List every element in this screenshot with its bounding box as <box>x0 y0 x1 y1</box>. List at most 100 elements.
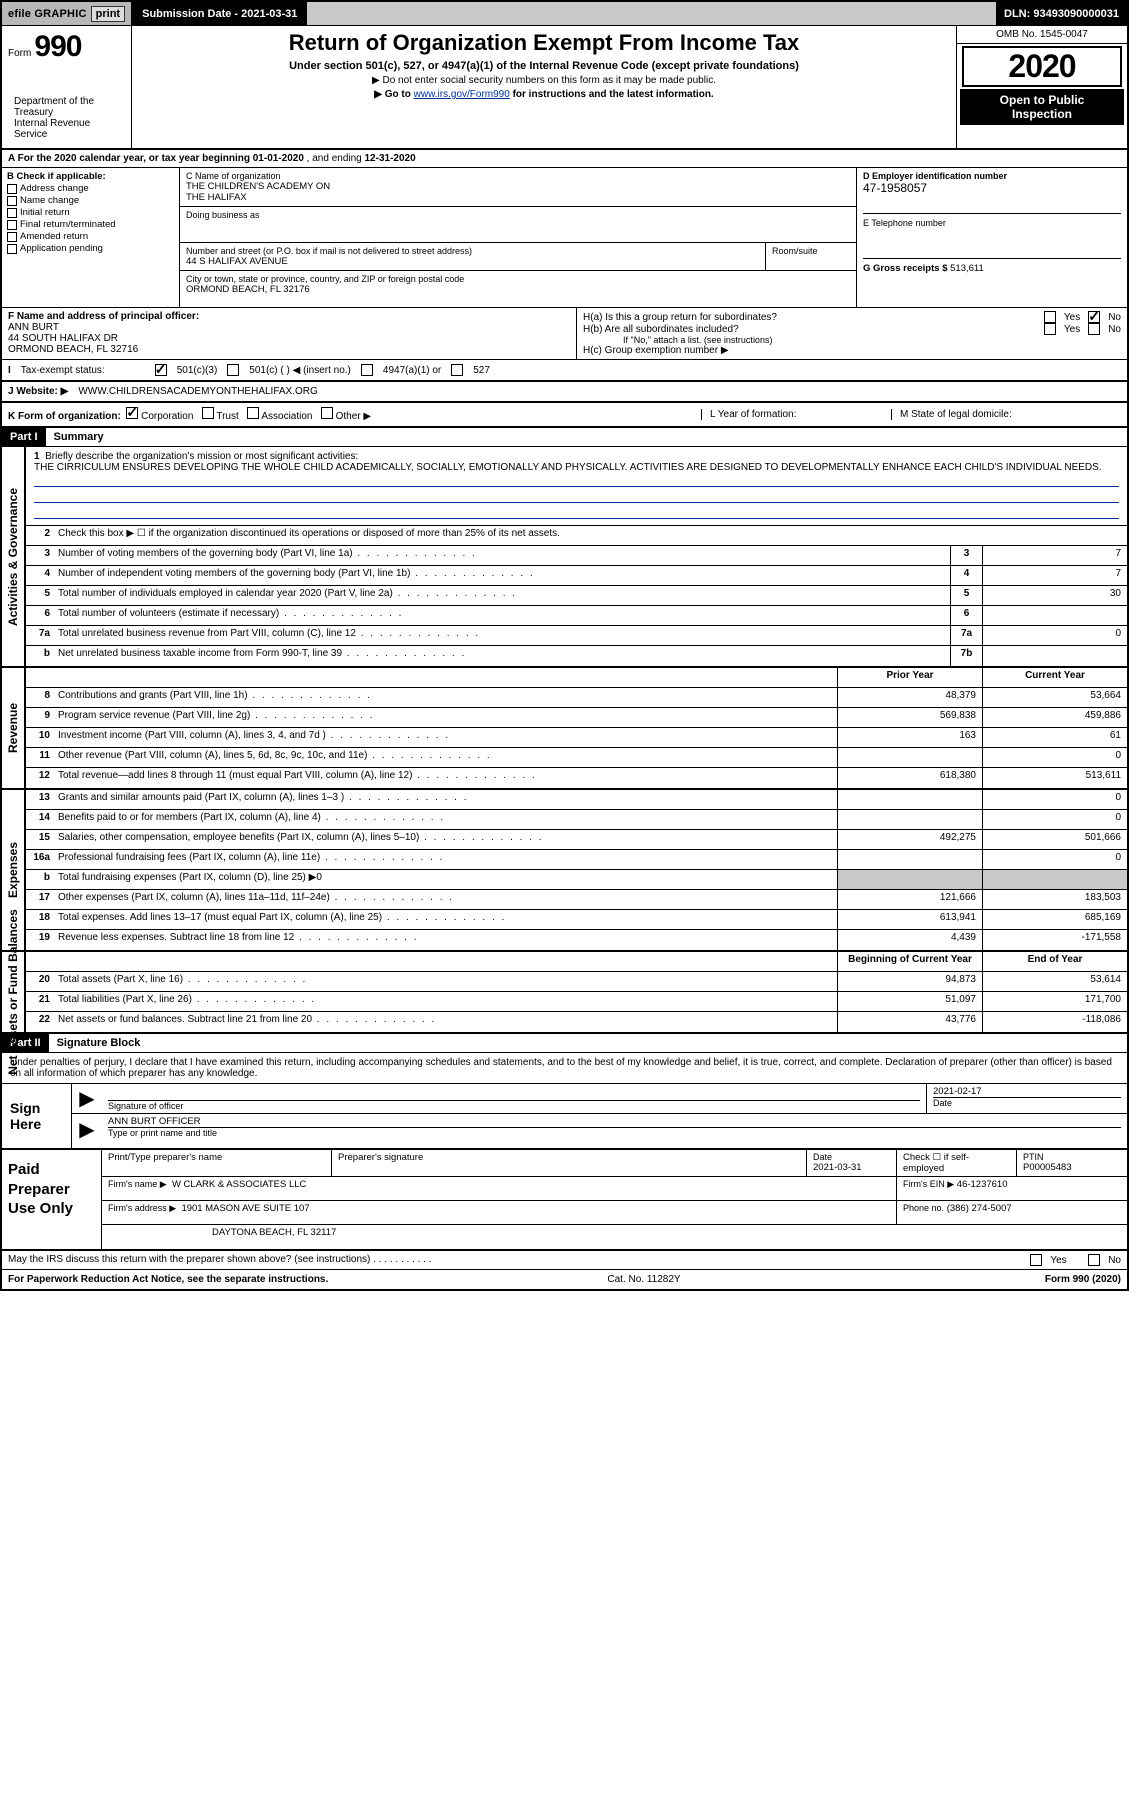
officer-addr1: 44 SOUTH HALIFAX DR <box>8 333 570 344</box>
line-4: 4 Number of independent voting members o… <box>26 566 1127 586</box>
ein-value: 47-1958057 <box>863 181 1121 195</box>
self-employed-check[interactable]: Check ☐ if self-employed <box>897 1150 1017 1176</box>
cb-final-return[interactable]: Final return/terminated <box>7 219 174 230</box>
501c3-check[interactable] <box>155 364 167 376</box>
cb-name-change[interactable]: Name change <box>7 195 174 206</box>
row-h-group: H(a) Is this a group return for subordin… <box>577 308 1127 359</box>
line-b: b Total fundraising expenses (Part IX, c… <box>26 870 1127 890</box>
dln: DLN: 93493090000031 <box>996 2 1127 25</box>
form-title-block: Return of Organization Exempt From Incom… <box>132 26 957 148</box>
line-22: 22 Net assets or fund balances. Subtract… <box>26 1012 1127 1032</box>
row-i-tax-exempt: I Tax-exempt status: 501(c)(3) 501(c) ( … <box>2 360 1127 382</box>
form-header: Form 990 Department of the Treasury Inte… <box>2 26 1127 150</box>
omb-number: OMB No. 1545-0047 <box>957 26 1127 44</box>
ha-no[interactable] <box>1088 311 1100 323</box>
cb-initial-return[interactable]: Initial return <box>7 207 174 218</box>
officer-name: ANN BURT <box>8 322 570 333</box>
k-trust[interactable] <box>202 407 214 419</box>
paperwork-notice: For Paperwork Reduction Act Notice, see … <box>8 1274 485 1285</box>
dept-treasury: Department of the Treasury <box>14 96 119 118</box>
form-number-block: Form 990 Department of the Treasury Inte… <box>2 26 132 148</box>
hb-yes[interactable] <box>1044 323 1056 335</box>
city-cell: City or town, state or province, country… <box>180 271 856 307</box>
527-check[interactable] <box>451 364 463 376</box>
activities-governance-section: Activities & Governance 1 Briefly descri… <box>2 447 1127 668</box>
4947-check[interactable] <box>361 364 373 376</box>
col-b-checkboxes: B Check if applicable: Address change Na… <box>2 168 180 307</box>
form-prefix: Form <box>8 48 31 59</box>
submission-date: Submission Date - 2021-03-31 <box>132 2 307 25</box>
line-13: 13 Grants and similar amounts paid (Part… <box>26 790 1127 810</box>
ha-yes[interactable] <box>1044 311 1056 323</box>
cat-no: Cat. No. 11282Y <box>485 1274 803 1285</box>
line-19: 19 Revenue less expenses. Subtract line … <box>26 930 1127 950</box>
row-j-website: J Website: ▶ WWW.CHILDRENSACADEMYONTHEHA… <box>2 382 1127 403</box>
print-link[interactable]: print <box>91 6 125 22</box>
hb-no[interactable] <box>1088 323 1100 335</box>
line-9: 9 Program service revenue (Part VIII, li… <box>26 708 1127 728</box>
line-5: 5 Total number of individuals employed i… <box>26 586 1127 606</box>
dept-irs: Internal Revenue Service <box>14 118 119 140</box>
line-6: 6 Total number of volunteers (estimate i… <box>26 606 1127 626</box>
k-other[interactable] <box>321 407 333 419</box>
form-990-page: efile GRAPHIC print Submission Date - 20… <box>0 0 1129 1291</box>
501c-check[interactable] <box>227 364 239 376</box>
efile-graphic-print[interactable]: efile GRAPHIC print <box>2 2 132 25</box>
revenue-section: Revenue Prior Year Current Year 8 Contri… <box>2 668 1127 790</box>
row-f-officer: F Name and address of principal officer:… <box>2 308 577 359</box>
irs-link[interactable]: www.irs.gov/Form990 <box>414 89 510 100</box>
k-corp[interactable] <box>126 407 138 419</box>
prior-year-head: Prior Year <box>837 668 982 687</box>
sign-here-label: Sign Here <box>2 1084 72 1148</box>
discuss-yes[interactable] <box>1030 1254 1042 1266</box>
cb-application-pending[interactable]: Application pending <box>7 243 174 254</box>
form-subtitle: Under section 501(c), 527, or 4947(a)(1)… <box>140 60 948 72</box>
officer-group-block: F Name and address of principal officer:… <box>2 308 1127 360</box>
form-year-block: OMB No. 1545-0047 2020 Open to Public In… <box>957 26 1127 148</box>
line-15: 15 Salaries, other compensation, employe… <box>26 830 1127 850</box>
line-3: 3 Number of voting members of the govern… <box>26 546 1127 566</box>
discuss-no[interactable] <box>1088 1254 1100 1266</box>
tax-year: 2020 <box>962 46 1122 87</box>
open-to-public: Open to Public Inspection <box>960 89 1124 125</box>
row-m-state: M State of legal domicile: <box>891 409 1121 420</box>
col-b-label: B Check if applicable: <box>7 171 174 182</box>
netassets-header-row: Beginning of Current Year End of Year <box>26 952 1127 972</box>
prep-name-label: Print/Type preparer's name <box>102 1150 332 1176</box>
part-1-header: Part I Summary <box>2 428 1127 447</box>
part-2-header: Part II Signature Block <box>2 1034 1127 1053</box>
sign-date: 2021-02-17 <box>933 1086 1121 1097</box>
form-title: Return of Organization Exempt From Incom… <box>140 30 948 56</box>
current-year-head: Current Year <box>982 668 1127 687</box>
ptin-value: P00005483 <box>1023 1162 1121 1173</box>
row-k-form-org: K Form of organization: Corporation Trus… <box>2 403 1127 428</box>
officer-addr2: ORMOND BEACH, FL 32716 <box>8 344 570 355</box>
signature-intro: Under penalties of perjury, I declare th… <box>2 1053 1127 1084</box>
line-18: 18 Total expenses. Add lines 13–17 (must… <box>26 910 1127 930</box>
line-2-discontinued: 2 Check this box ▶ ☐ if the organization… <box>26 526 1127 546</box>
street-addr: 44 S HALIFAX AVENUE <box>186 256 759 267</box>
prep-sig-label: Preparer's signature <box>332 1150 807 1176</box>
line-14: 14 Benefits paid to or for members (Part… <box>26 810 1127 830</box>
line-12: 12 Total revenue—add lines 8 through 11 … <box>26 768 1127 788</box>
end-year-head: End of Year <box>982 952 1127 971</box>
org-name-1: THE CHILDREN'S ACADEMY ON <box>186 181 850 192</box>
sign-arrow-icon: ▶ <box>72 1084 102 1113</box>
firm-addr: 1901 MASON AVE SUITE 107 <box>181 1203 309 1214</box>
page-footer: For Paperwork Reduction Act Notice, see … <box>2 1269 1127 1289</box>
line-1-mission: 1 Briefly describe the organization's mi… <box>26 447 1127 526</box>
line-16a: 16a Professional fundraising fees (Part … <box>26 850 1127 870</box>
cb-address-change[interactable]: Address change <box>7 183 174 194</box>
line-20: 20 Total assets (Part X, line 16) 94,873… <box>26 972 1127 992</box>
k-assoc[interactable] <box>247 407 259 419</box>
street-cell: Number and street (or P.O. box if mail i… <box>180 243 766 270</box>
ein-label: D Employer identification number <box>863 171 1121 181</box>
efile-label: efile GRAPHIC <box>8 8 87 20</box>
form-footer-label: Form 990 (2020) <box>803 1274 1121 1285</box>
cb-amended[interactable]: Amended return <box>7 231 174 242</box>
phone-label: E Telephone number <box>863 218 1121 228</box>
form-note2: ▶ Go to www.irs.gov/Form990 for instruct… <box>140 89 948 100</box>
paid-preparer-block: Paid Preparer Use Only Print/Type prepar… <box>2 1150 1127 1251</box>
prep-date: 2021-03-31 <box>813 1162 890 1173</box>
line-21: 21 Total liabilities (Part X, line 26) 5… <box>26 992 1127 1012</box>
